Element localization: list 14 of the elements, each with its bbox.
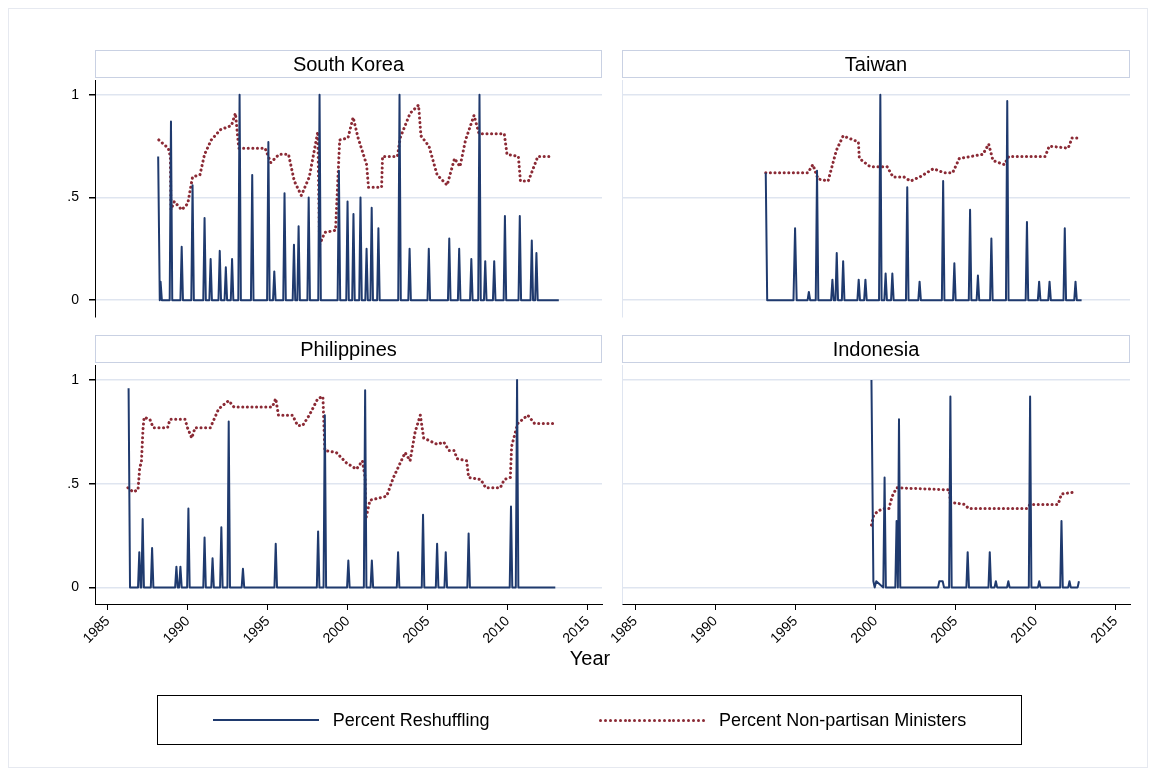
legend-label: Percent Reshuffling <box>332 709 490 731</box>
x-axis-title: Year <box>568 647 612 670</box>
line-series <box>126 395 557 521</box>
y-tick-label: 0 <box>71 578 80 595</box>
y-tick-label: .5 <box>67 474 80 491</box>
y-tick-label: 0 <box>71 291 80 308</box>
chart-title: South Korea <box>95 50 602 78</box>
y-tick-label: 1 <box>71 85 80 102</box>
legend-label: Percent Non-partisan Ministers <box>719 709 967 731</box>
y-tick-label: .5 <box>67 188 80 205</box>
y-tick-label: 1 <box>71 370 80 387</box>
chart-title: Indonesia <box>622 335 1130 363</box>
chart-title: Philippines <box>95 335 602 363</box>
chart-title: Taiwan <box>622 50 1130 78</box>
